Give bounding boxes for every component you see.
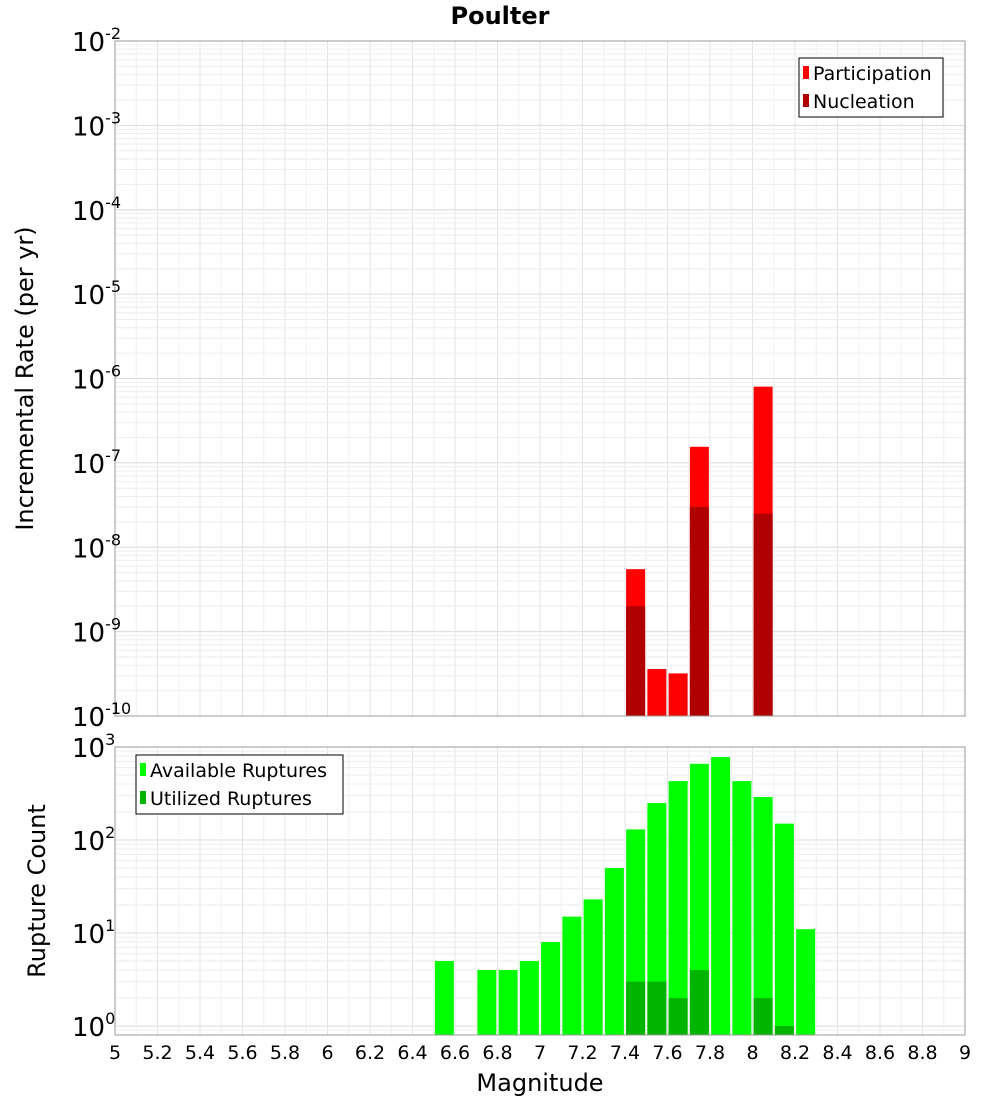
x-tick-label-5: 5 <box>109 1042 121 1064</box>
available-ruptures-bar-7-05 <box>541 942 561 1035</box>
top-y-tick-labels: 10-10 10-9 10-8 10-7 10-6 10-5 10-4 10-3 10-2 <box>72 24 131 733</box>
available-ruptures-bar-7-15 <box>562 916 582 1035</box>
y-tick-label-10e-10: 10-10 <box>72 699 131 733</box>
x-tick-label-5-2: 5.2 <box>142 1042 172 1064</box>
top-plot-frame <box>114 40 966 717</box>
x-tick-label-7: 7 <box>534 1042 546 1064</box>
utilized-ruptures-bar-7-55 <box>647 981 667 1035</box>
participation-bar-7-65 <box>668 673 688 716</box>
x-tick-label-8-6: 8.6 <box>865 1042 895 1064</box>
x-tick-label-8-2: 8.2 <box>780 1042 810 1064</box>
utilized-ruptures-bar-8-05 <box>753 997 773 1035</box>
available-ruptures-bar-7-35 <box>604 867 624 1035</box>
legend-swatch-nucleation <box>803 94 809 107</box>
legend-label-available-ruptures: Available Ruptures <box>150 760 327 782</box>
utilized-ruptures-bar-7-45 <box>626 981 646 1035</box>
x-tick-label-6: 6 <box>321 1042 333 1064</box>
y-tick-label-10e0: 100 <box>72 1009 115 1043</box>
available-ruptures-bar-7-65 <box>668 781 688 1035</box>
available-ruptures-bar-8-15 <box>774 823 794 1035</box>
x-tick-label-6-4: 6.4 <box>397 1042 427 1064</box>
y-tick-label-10e-3: 10-3 <box>72 108 121 142</box>
available-ruptures-bar-8-05 <box>753 796 773 1035</box>
x-tick-label-8: 8 <box>746 1042 758 1064</box>
nucleation-bar-7-75 <box>689 506 709 716</box>
x-tick-label-8-8: 8.8 <box>907 1042 937 1064</box>
bottom-y-tick-labels: 100 101 102 103 <box>72 730 115 1043</box>
available-ruptures-bar-6-85 <box>498 969 518 1035</box>
y-tick-label-10e-7: 10-7 <box>72 446 121 480</box>
participation-bar-7-55 <box>647 669 667 716</box>
y-tick-label-10e-9: 10-9 <box>72 615 121 649</box>
x-tick-label-7-4: 7.4 <box>610 1042 640 1064</box>
y-tick-label-10e2: 102 <box>72 823 115 857</box>
y-tick-label-10e-5: 10-5 <box>72 277 121 311</box>
available-ruptures-bar-7-25 <box>583 899 603 1035</box>
bottom-legend: Available Ruptures Utilized Ruptures <box>135 754 344 815</box>
available-ruptures-bar-6-75 <box>477 969 497 1035</box>
x-axis-label: Magnitude <box>476 1069 603 1097</box>
x-tick-label-9: 9 <box>959 1042 971 1064</box>
bottom-panel-bars <box>434 757 816 1035</box>
legend-label-nucleation: Nucleation <box>813 91 915 113</box>
x-tick-label-8-4: 8.4 <box>822 1042 852 1064</box>
available-ruptures-bar-7-55 <box>647 802 667 1035</box>
top-y-axis-label: Incremental Rate (per yr) <box>11 226 39 530</box>
x-tick-label-7-2: 7.2 <box>567 1042 597 1064</box>
available-ruptures-bar-6-95 <box>519 960 539 1035</box>
x-tick-label-5-4: 5.4 <box>185 1042 215 1064</box>
legend-swatch-participation <box>803 66 809 79</box>
available-ruptures-bar-6-55 <box>434 960 454 1035</box>
x-tick-label-7-8: 7.8 <box>695 1042 725 1064</box>
y-tick-label-10e-6: 10-6 <box>72 362 121 396</box>
x-tick-label-7-6: 7.6 <box>652 1042 682 1064</box>
y-tick-label-10e-8: 10-8 <box>72 530 121 564</box>
x-tick-label-5-8: 5.8 <box>270 1042 300 1064</box>
top-panel-bars <box>626 386 773 716</box>
available-ruptures-bar-7-75 <box>689 763 709 1035</box>
nucleation-bar-7-45 <box>626 606 646 716</box>
available-ruptures-bar-7-95 <box>732 781 752 1035</box>
bottom-y-axis-label: Rupture Count <box>23 804 51 978</box>
top-legend: Participation Nucleation <box>798 57 944 118</box>
y-tick-label-10e-4: 10-4 <box>72 193 121 227</box>
utilized-ruptures-bar-7-75 <box>689 969 709 1035</box>
y-tick-label-10e1: 101 <box>72 916 115 950</box>
utilized-ruptures-bar-7-65 <box>668 997 688 1035</box>
x-tick-label-6-8: 6.8 <box>482 1042 512 1064</box>
x-tick-label-6-2: 6.2 <box>355 1042 385 1064</box>
utilized-ruptures-bar-8-15 <box>774 1025 794 1035</box>
available-ruptures-bar-7-85 <box>711 757 731 1035</box>
legend-swatch-utilized-ruptures <box>140 791 146 804</box>
nucleation-bar-8-05 <box>753 513 773 716</box>
y-tick-label-10e-2: 10-2 <box>72 24 121 58</box>
y-tick-label-10e3: 103 <box>72 730 115 764</box>
legend-label-participation: Participation <box>813 63 932 85</box>
legend-swatch-available-ruptures <box>140 763 146 776</box>
chart-title: Poulter <box>451 2 550 30</box>
x-tick-labels: 5 5.2 5.4 5.6 5.8 6 6.2 6.4 6.6 6.8 7 7.2 7.4 7.6 7.8 8… <box>109 1042 971 1064</box>
legend-label-utilized-ruptures: Utilized Ruptures <box>150 788 312 810</box>
available-ruptures-bar-8-25 <box>796 929 816 1035</box>
bottom-plot-frame <box>114 746 966 1036</box>
x-tick-label-5-6: 5.6 <box>227 1042 257 1064</box>
top-panel-gridlines <box>114 40 966 717</box>
x-tick-label-6-6: 6.6 <box>440 1042 470 1064</box>
